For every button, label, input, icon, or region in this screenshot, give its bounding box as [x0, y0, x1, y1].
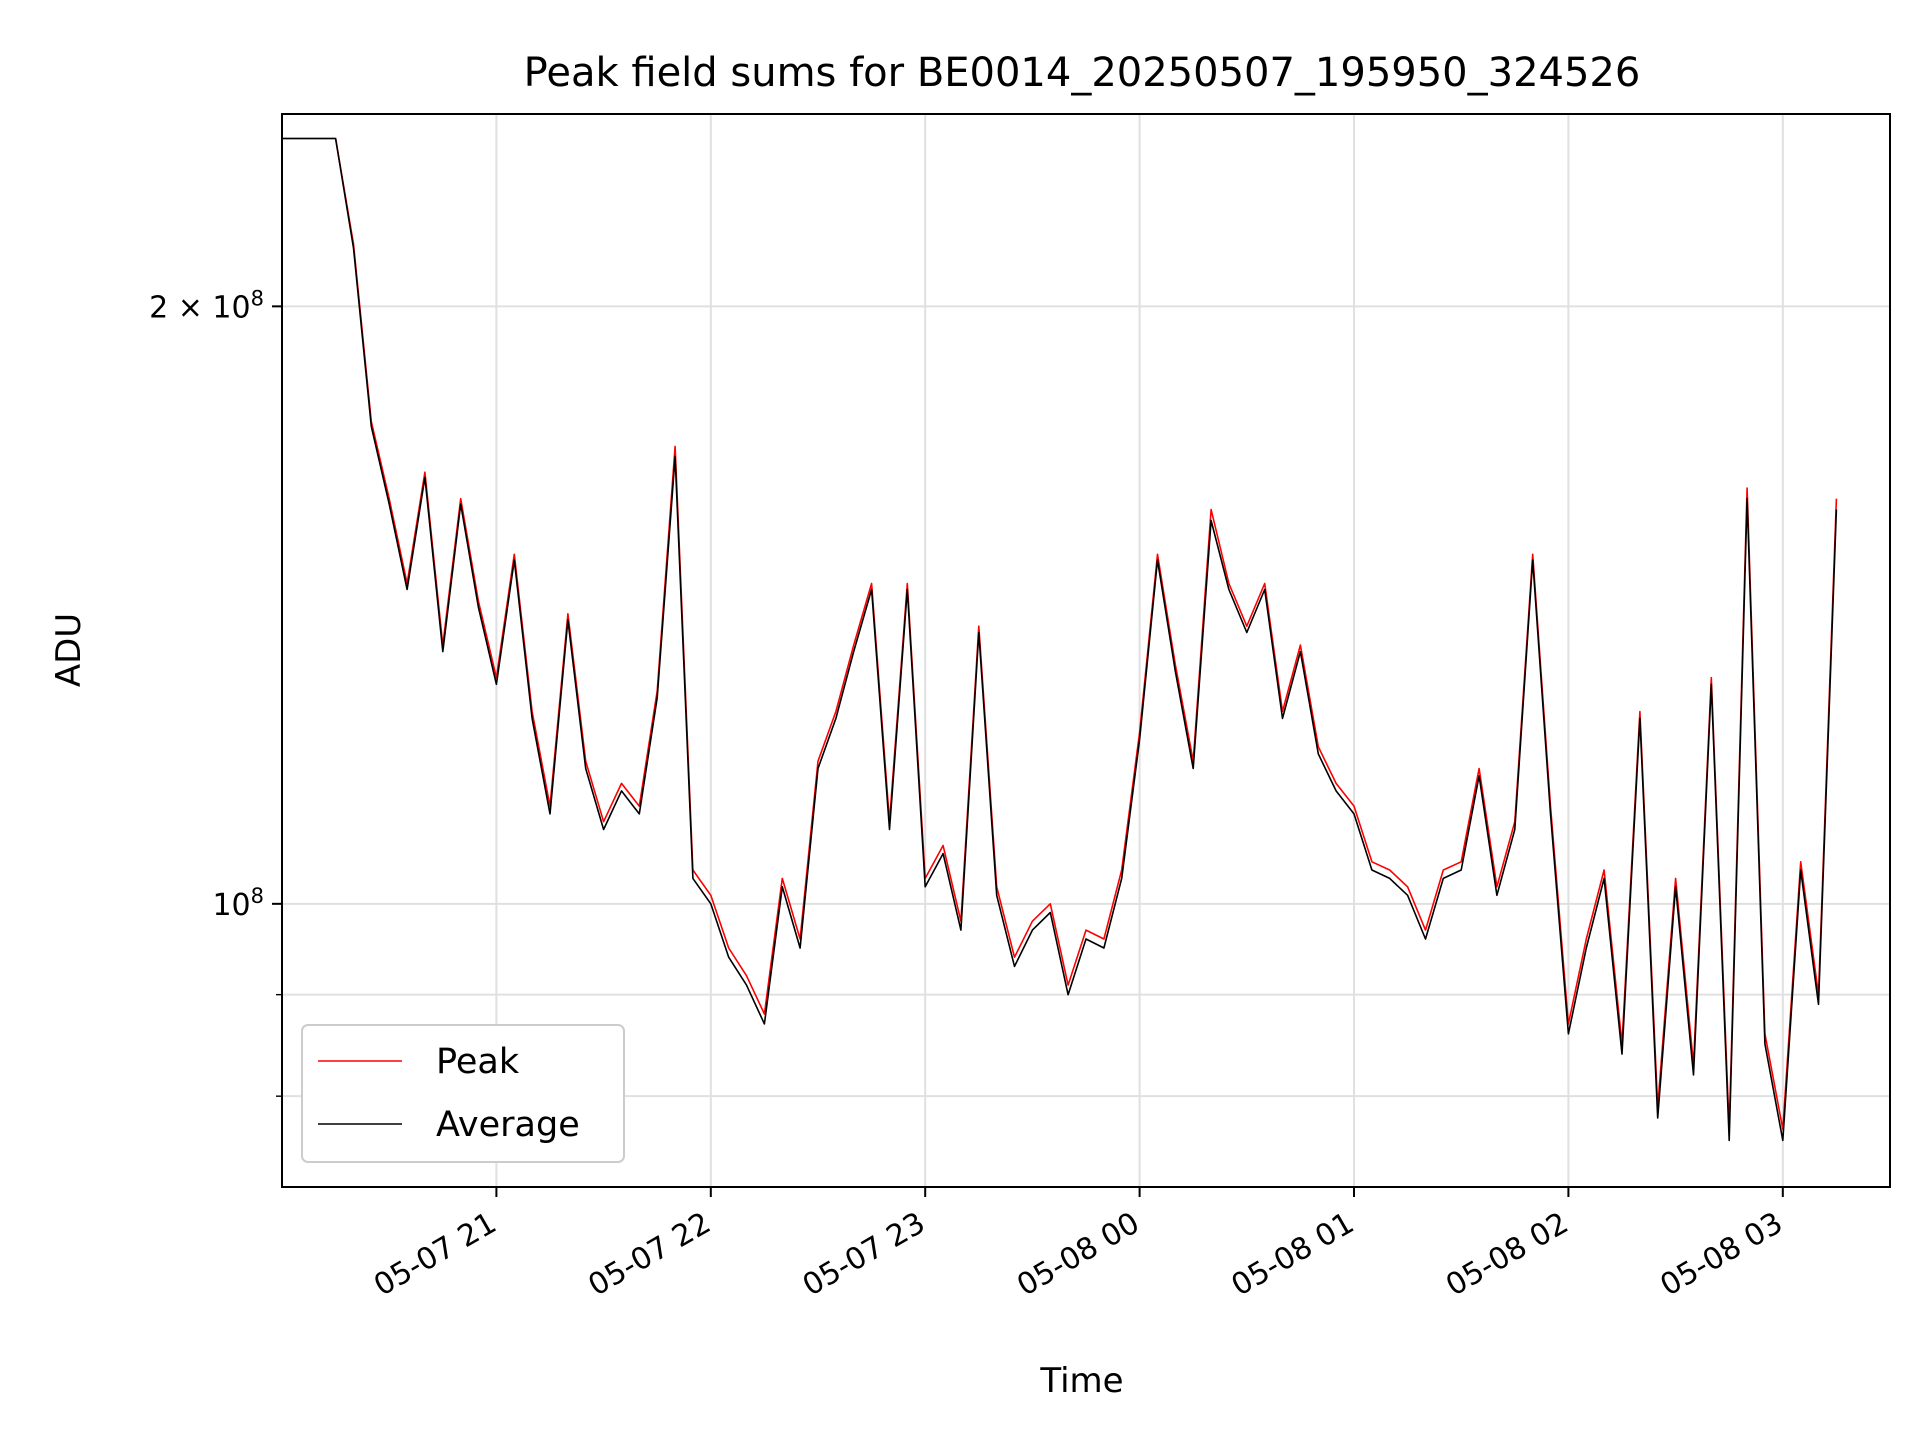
y-tick-label: 2 × 108 [149, 286, 264, 325]
grid [282, 114, 1890, 1187]
legend-label-peak: Peak [436, 1042, 520, 1082]
y-tick-label: 108 [212, 884, 264, 923]
x-axis-label: Time [1039, 1361, 1123, 1401]
legend-box [301, 1024, 625, 1163]
plot-frame [281, 113, 1891, 1188]
series-line-average [282, 137, 1838, 1142]
y-axis-ticks: 108 2 × 108 [149, 286, 282, 1097]
legend-label-average: Average [436, 1105, 580, 1145]
y-axis-label: ADU [49, 613, 89, 687]
chart-title: Peak field sums for BE0014_20250507_1959… [524, 50, 1641, 96]
series-layer [282, 137, 1838, 1142]
legend: Peak Average [301, 1024, 625, 1163]
